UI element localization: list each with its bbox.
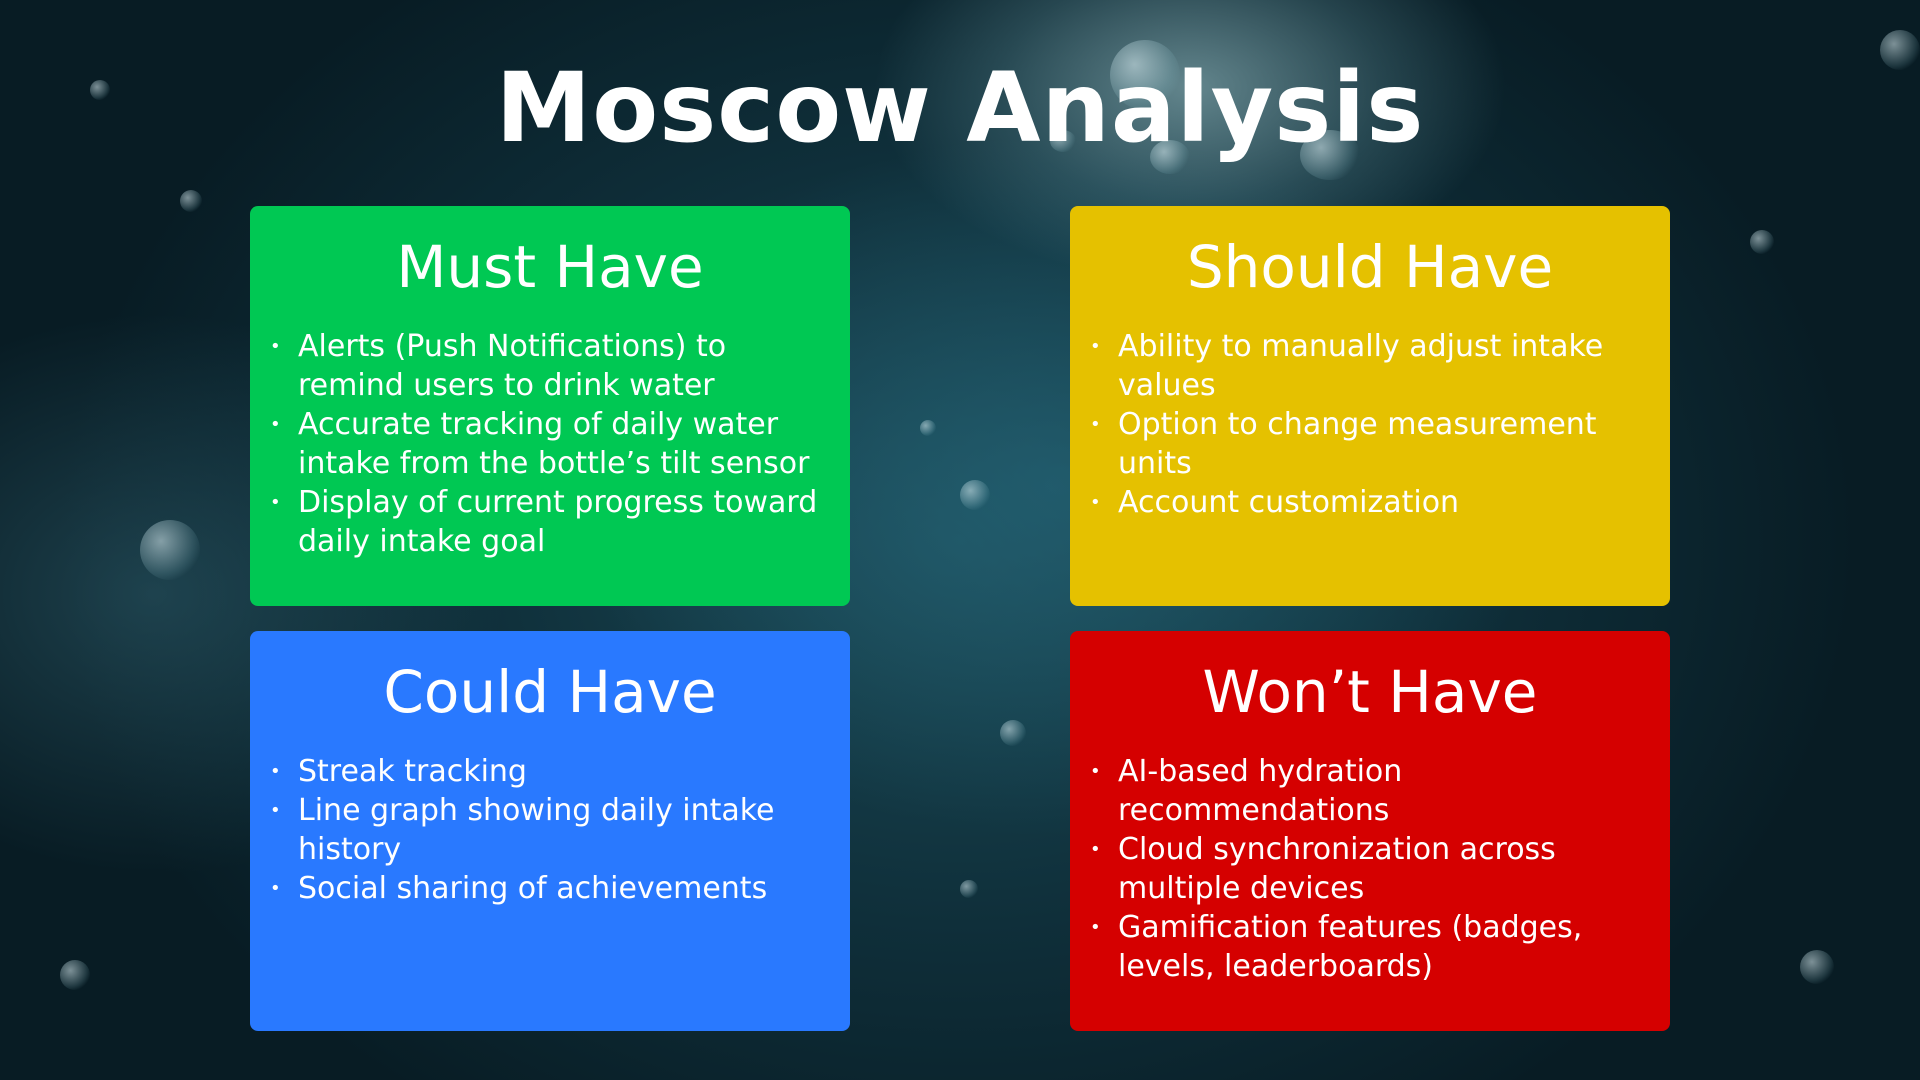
must-have-list: • Alerts (Push Notifications) to remind u… [250,327,850,561]
bubble [1150,140,1190,174]
bubble [90,80,110,100]
could-have-heading: Could Have [383,658,717,726]
should-have-list: • Ability to manually adjust intake value… [1070,327,1670,522]
bullet-icon: • [1090,413,1101,435]
bubble [1800,950,1834,984]
bullet-icon: • [270,760,281,782]
bullet-icon: • [1090,760,1101,782]
wont-have-list: • AI-based hydration recommendations • Clo… [1070,752,1670,986]
bubble [140,520,200,580]
bubble [1110,40,1180,110]
bubble [1300,130,1360,180]
bubble [960,880,978,898]
list-item: • Streak tracking [270,753,527,789]
wont-have-heading: Won’t Have [1202,658,1538,726]
list-item: • Gamification features (badges, levels, … [1090,909,1583,984]
list-item: • Accurate tracking of daily water intake… [270,406,810,481]
could-have-quadrant: Could Have • Streak tracking • Line graph … [250,631,850,1031]
list-item: • AI-based hydration recommendations [1090,753,1403,828]
slide-title: Moscow Analysis [495,52,1425,164]
bubble [1880,30,1920,70]
must-have-heading: Must Have [396,233,704,301]
bubble [1750,230,1774,254]
list-item: • Display of current progress toward dail… [270,484,818,559]
bullet-icon: • [270,335,281,357]
bubble [920,420,936,436]
wont-have-quadrant: Won’t Have • AI-based hydration recommend… [1070,631,1670,1031]
list-item: • Ability to manually adjust intake value… [1090,328,1604,403]
must-have-quadrant: Must Have • Alerts (Push Notifications) t… [250,206,850,606]
bullet-icon: • [270,413,281,435]
bullet-icon: • [1090,916,1101,938]
bullet-icon: • [1090,838,1101,860]
bullet-icon: • [1090,335,1101,357]
bubble [1050,130,1076,152]
list-item: • Option to change measurement units [1090,406,1597,481]
list-item: • Account customization [1090,484,1460,520]
should-have-quadrant: Should Have • Ability to manually adjust … [1070,206,1670,606]
list-item: • Alerts (Push Notifications) to remind u… [270,328,727,403]
could-have-list: • Streak tracking • Line graph showing dai… [250,752,850,908]
bubble [60,960,90,990]
bubble [1000,720,1026,746]
bullet-icon: • [270,799,281,821]
list-item: • Cloud synchronization across multiple d… [1090,831,1556,906]
list-item: • Line graph showing daily intake history [270,792,775,867]
list-item: • Social sharing of achievements [270,870,768,906]
bubble [960,480,990,510]
should-have-heading: Should Have [1186,233,1554,301]
bubble [180,190,202,212]
bullet-icon: • [270,877,281,899]
bullet-icon: • [1090,491,1101,513]
bullet-icon: • [270,491,281,513]
